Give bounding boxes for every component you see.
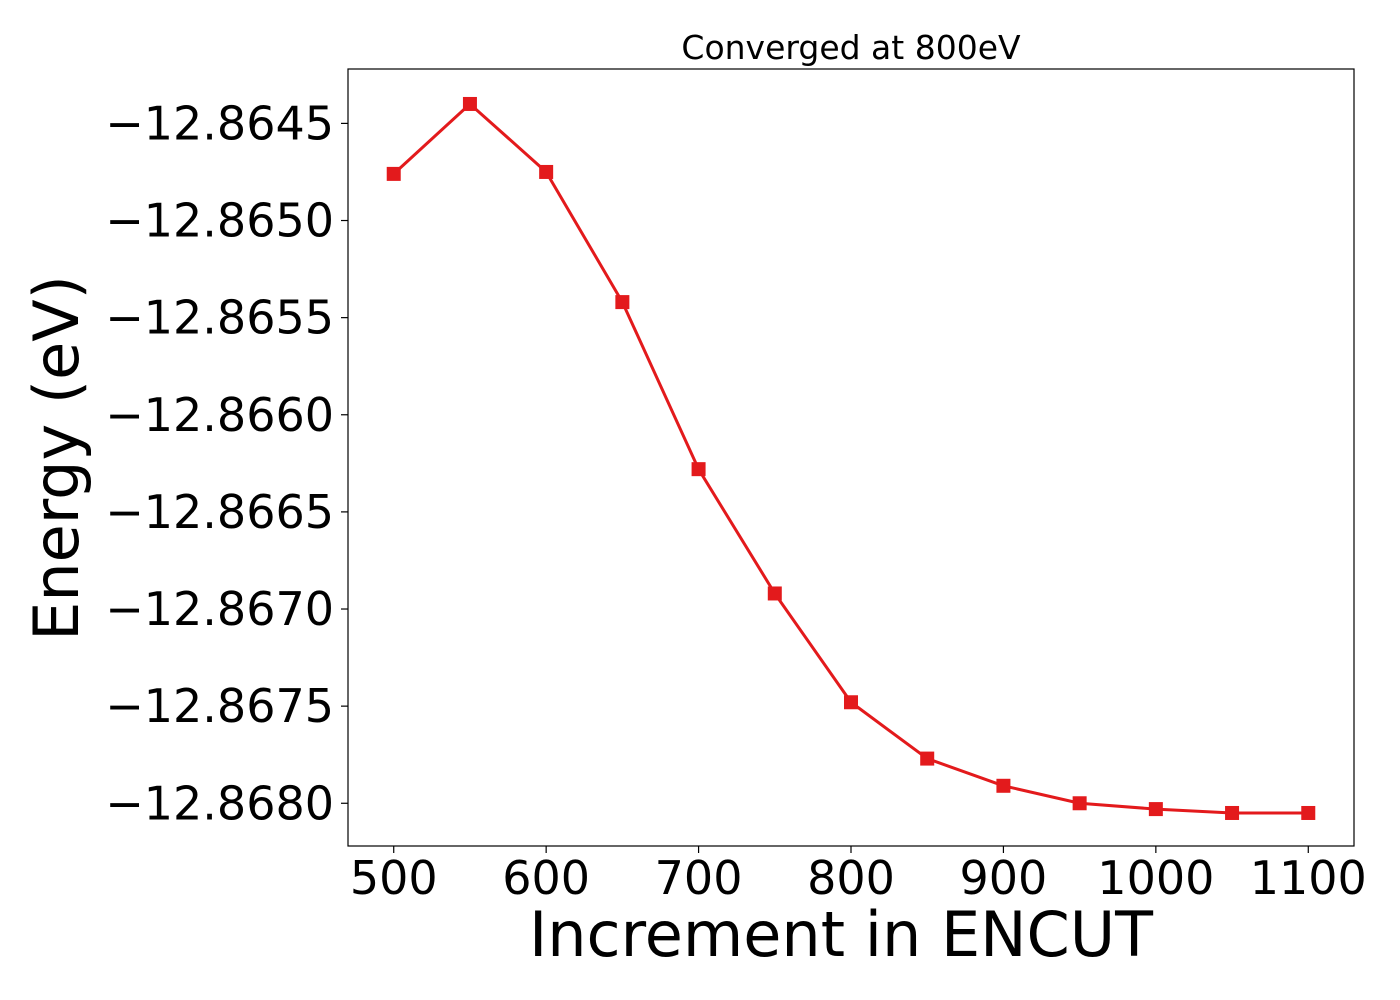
- x-tick-label: 800: [807, 851, 895, 905]
- x-axis: 500 600 700 800 900 1000 1100: [350, 846, 1367, 905]
- x-tick-label: 900: [960, 851, 1048, 905]
- x-axis-label: Increment in ENCUT: [529, 898, 1154, 971]
- y-tick-label: −12.8650: [105, 194, 334, 248]
- data-point-marker: [1072, 796, 1087, 811]
- y-axis-label: Energy (eV): [20, 275, 93, 641]
- x-tick-label: 700: [655, 851, 743, 905]
- data-point-marker: [920, 751, 935, 766]
- data-point-marker: [1225, 805, 1240, 820]
- data-point-marker: [1301, 805, 1316, 820]
- x-tick-label: 500: [350, 851, 438, 905]
- y-tick-label: −12.8655: [105, 291, 334, 345]
- data-point-marker: [539, 164, 554, 179]
- y-tick-label: −12.8660: [105, 388, 334, 442]
- data-point-marker: [1148, 802, 1163, 817]
- data-point-marker: [691, 462, 706, 477]
- x-tick-label: 1000: [1097, 851, 1214, 905]
- data-point-marker: [996, 778, 1011, 793]
- data-point-marker: [767, 586, 782, 601]
- chart-title: Converged at 800eV: [681, 28, 1021, 67]
- series-energy: [386, 96, 1316, 820]
- data-point-marker: [386, 166, 401, 181]
- y-tick-label: −12.8675: [105, 679, 334, 733]
- data-point-marker: [615, 295, 630, 310]
- data-point-marker: [462, 96, 477, 111]
- y-tick-label: −12.8670: [105, 582, 334, 636]
- y-tick-label: −12.8645: [105, 96, 334, 150]
- x-tick-label: 1100: [1250, 851, 1367, 905]
- data-point-marker: [844, 695, 858, 710]
- y-tick-label: −12.8680: [105, 776, 334, 830]
- y-tick-label: −12.8665: [105, 485, 334, 539]
- plot-area-frame: [347, 68, 1355, 847]
- x-tick-label: 600: [502, 851, 590, 905]
- y-axis: −12.8645 −12.8650 −12.8655 −12.8660 −12.8665…: [105, 96, 348, 830]
